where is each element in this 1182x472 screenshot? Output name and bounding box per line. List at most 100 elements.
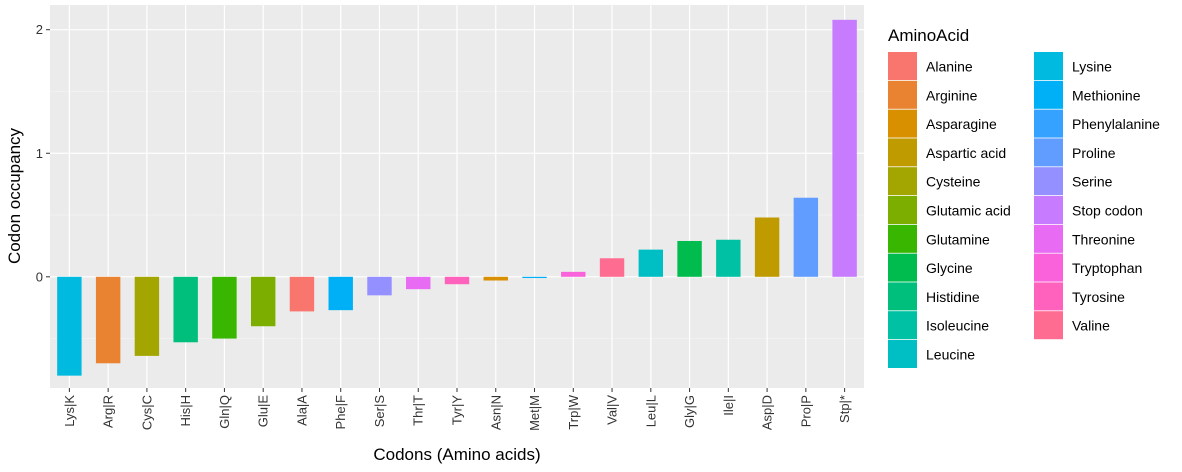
bar-arg-r bbox=[95, 276, 121, 364]
legend-swatch bbox=[888, 52, 917, 80]
legend-label: Glutamic acid bbox=[926, 203, 1011, 219]
legend-label: Arginine bbox=[926, 87, 978, 103]
legend-swatch bbox=[888, 109, 917, 138]
x-tick-label: His|H bbox=[178, 395, 193, 427]
legend-item: Tryptophan bbox=[1034, 253, 1142, 282]
x-tick-label: Pro|P bbox=[798, 395, 813, 427]
bar-ser-s bbox=[367, 276, 392, 296]
legend-label: Histidine bbox=[926, 289, 980, 305]
legend-swatch bbox=[1034, 224, 1063, 253]
x-tick-label: Ile|I bbox=[721, 395, 736, 416]
y-tick-label: 1 bbox=[36, 146, 43, 161]
legend-label: Cysteine bbox=[926, 174, 981, 190]
bar-trp-w bbox=[561, 271, 586, 277]
legend-swatch bbox=[888, 138, 917, 167]
legend-item: Asparagine bbox=[888, 109, 997, 138]
legend-item: Methionine bbox=[1034, 80, 1141, 109]
legend-swatch bbox=[888, 224, 917, 253]
legend-label: Phenylalanine bbox=[1072, 116, 1160, 132]
legend-label: Alanine bbox=[926, 59, 973, 75]
legend-label: Leucine bbox=[926, 347, 975, 363]
bar-pro-p bbox=[793, 197, 819, 277]
legend-swatch bbox=[1034, 80, 1063, 109]
x-axis-title: Codons (Amino acids) bbox=[373, 445, 540, 464]
legend-swatch bbox=[1034, 167, 1063, 196]
bar-phe-f bbox=[328, 276, 353, 311]
legend-swatch bbox=[888, 196, 917, 224]
legend-label: Aspartic acid bbox=[926, 145, 1006, 161]
legend-swatch bbox=[1034, 109, 1063, 138]
legend-label: Proline bbox=[1072, 145, 1116, 161]
legend-label: Serine bbox=[1072, 174, 1113, 190]
legend-item: Proline bbox=[1034, 138, 1116, 167]
legend-swatch bbox=[888, 167, 917, 196]
legend-swatch bbox=[1034, 253, 1063, 282]
legend-swatch bbox=[888, 80, 917, 109]
bar-asp-d bbox=[754, 217, 780, 277]
legend-label: Methionine bbox=[1072, 87, 1141, 103]
legend-label: Glutamine bbox=[926, 231, 990, 247]
x-axis: Lys|K Arg|R Cys|C His|H Gln|Q Glu|E Ala|A Phe|F… bbox=[62, 388, 852, 431]
legend-label: Tryptophan bbox=[1072, 260, 1142, 276]
legend-label: Valine bbox=[1072, 318, 1110, 334]
legend-swatch bbox=[1034, 282, 1063, 311]
legend-item: Phenylalanine bbox=[1034, 109, 1160, 138]
legend-label: Lysine bbox=[1072, 59, 1112, 75]
legend-item: Histidine bbox=[888, 282, 980, 311]
legend-swatch bbox=[1034, 138, 1063, 167]
legend-title: AminoAcid bbox=[888, 26, 969, 45]
bar-lys-k bbox=[57, 276, 82, 376]
legend-item: Isoleucine bbox=[888, 311, 989, 340]
bar-glu-e bbox=[250, 276, 276, 327]
legend-label: Glycine bbox=[926, 260, 973, 276]
bar-his-h bbox=[173, 276, 198, 343]
bar-gln-q bbox=[212, 276, 237, 339]
bar-ile-i bbox=[716, 239, 741, 277]
legend-swatch bbox=[888, 253, 917, 282]
x-tick-label: Ser|S bbox=[372, 395, 387, 428]
legend-item: Valine bbox=[1034, 311, 1110, 340]
y-axis: 0 1 2 bbox=[36, 22, 50, 284]
legend-item: Tyrosine bbox=[1034, 282, 1125, 311]
legend-swatch bbox=[1034, 311, 1063, 340]
legend-item: Glutamine bbox=[888, 224, 990, 253]
y-axis-title: Codon occupancy bbox=[5, 127, 24, 264]
x-tick-label: Tyr|Y bbox=[450, 395, 465, 425]
legend-item: Threonine bbox=[1034, 224, 1135, 253]
bar-met-m bbox=[522, 276, 547, 279]
legend-swatch bbox=[888, 311, 917, 340]
legend-label: Threonine bbox=[1072, 231, 1135, 247]
legend-item: Stop codon bbox=[1034, 196, 1143, 224]
legend-label: Stop codon bbox=[1072, 203, 1143, 219]
legend-label: Asparagine bbox=[926, 116, 997, 132]
bars bbox=[57, 19, 857, 376]
bar-thr-t bbox=[406, 276, 431, 290]
bar-tyr-y bbox=[444, 276, 470, 285]
legend-swatch bbox=[888, 340, 917, 368]
bar-cys-c bbox=[134, 276, 160, 356]
x-tick-label: Gly|G bbox=[682, 395, 697, 428]
x-tick-label: Glu|E bbox=[256, 395, 271, 428]
legend-item: Glutamic acid bbox=[888, 196, 1011, 224]
legend-swatch bbox=[1034, 52, 1063, 80]
legend-label: Isoleucine bbox=[926, 318, 989, 334]
y-tick-label: 2 bbox=[36, 22, 43, 37]
bar-stp-- bbox=[832, 19, 857, 277]
y-tick-label: 0 bbox=[36, 269, 43, 284]
bar-asn-n bbox=[483, 276, 508, 281]
x-tick-label: Leu|L bbox=[643, 395, 658, 427]
legend-item: Aspartic acid bbox=[888, 138, 1006, 167]
x-tick-label: Ala|A bbox=[294, 395, 309, 426]
x-tick-label: Arg|R bbox=[101, 395, 116, 428]
bar-ala-a bbox=[289, 276, 315, 312]
legend-item: Leucine bbox=[888, 340, 975, 368]
x-tick-label: Stp|* bbox=[837, 395, 852, 423]
x-tick-label: Met|M bbox=[527, 395, 542, 431]
x-tick-label: Gln|Q bbox=[217, 395, 232, 429]
x-tick-label: Thr|T bbox=[411, 395, 426, 426]
legend-swatch bbox=[1034, 196, 1063, 224]
legend-item: Cysteine bbox=[888, 167, 981, 196]
legend-swatch bbox=[888, 282, 917, 311]
x-tick-label: Cys|C bbox=[139, 395, 154, 430]
